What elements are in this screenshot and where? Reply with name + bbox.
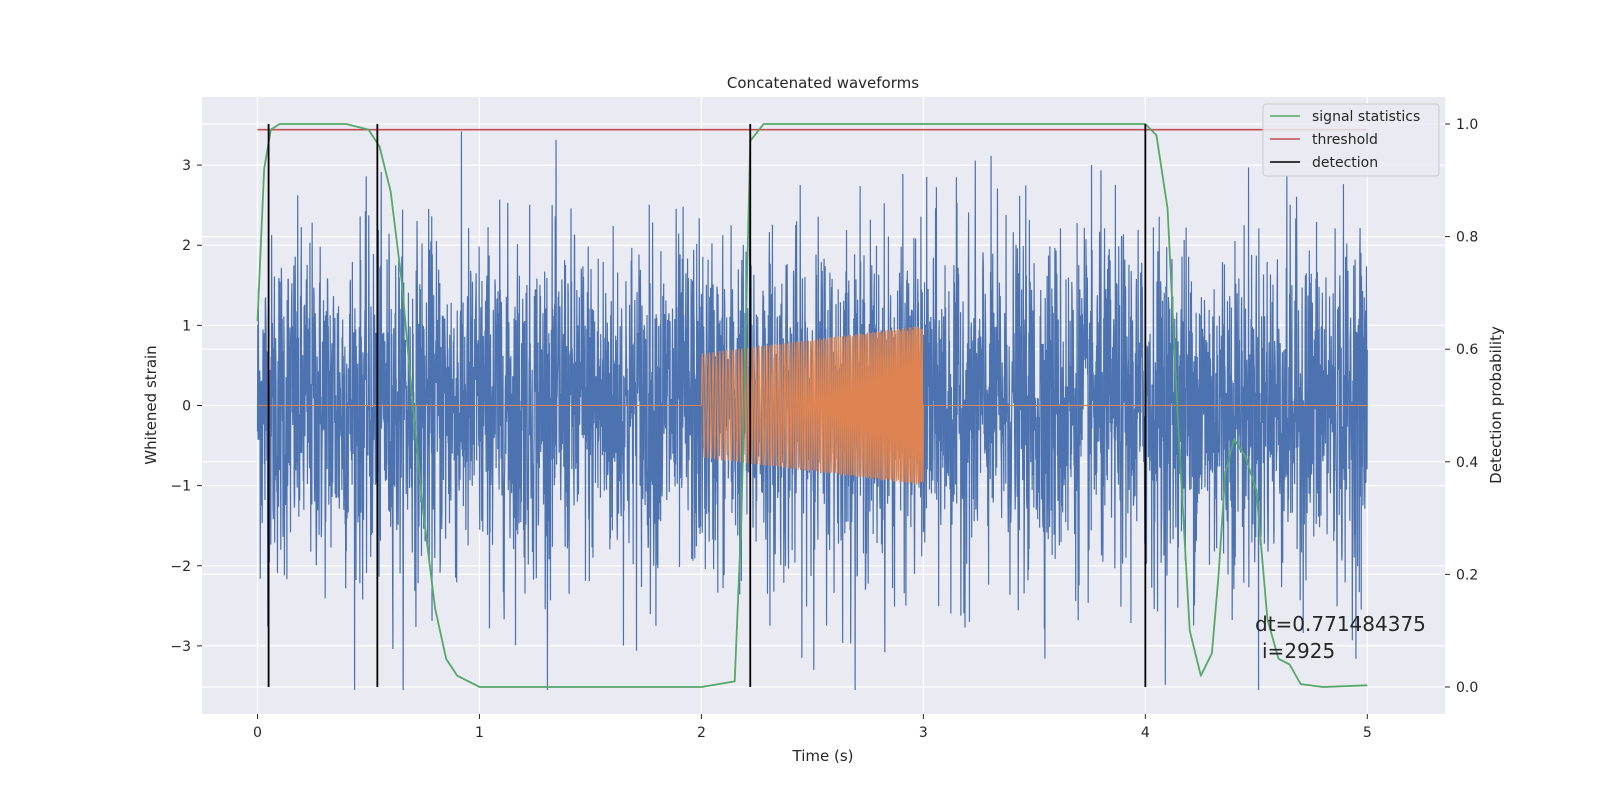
- x-tick-label: 4: [1141, 725, 1150, 741]
- y-tick-label: −3: [170, 639, 191, 655]
- y2-axis-label: Detection probability: [1487, 326, 1505, 484]
- series-signal-statistics: [256, 123, 1368, 688]
- series-chirp-line: [257, 326, 1368, 485]
- signal-statistics-line: [256, 123, 1368, 688]
- legend-label-detection: detection: [1312, 155, 1378, 171]
- y-axis-label: Whitened strain: [142, 345, 160, 464]
- y2-tick-label: 0.6: [1456, 342, 1478, 358]
- y2-tick-label: 0.8: [1456, 230, 1478, 246]
- legend-box: [1262, 103, 1440, 177]
- y2-tick-label: 0.2: [1456, 567, 1478, 583]
- y-tick-label: −1: [170, 479, 191, 495]
- legend-label-signal-statistics: signal statistics: [1312, 109, 1420, 125]
- x-tick-label: 1: [475, 725, 484, 741]
- annotation-dt: dt=0.771484375: [1255, 612, 1426, 636]
- legend-label-threshold: threshold: [1312, 132, 1378, 148]
- y-tick-label: 2: [182, 238, 191, 254]
- series-detection: [267, 124, 1147, 687]
- y2-tick-label: 0.4: [1456, 455, 1478, 471]
- x-tick-label: 3: [919, 725, 928, 741]
- y-tick-label: −2: [170, 559, 191, 575]
- y-tick-label: 0: [182, 399, 191, 415]
- series-noise: [256, 131, 1368, 690]
- x-tick-label: 0: [253, 725, 262, 741]
- x-axis-label: Time (s): [792, 747, 854, 765]
- legend: signal statistics threshold detection: [1262, 103, 1440, 177]
- y2-tick-label: 1.0: [1456, 117, 1478, 133]
- y-tick-label: 1: [182, 318, 191, 334]
- y2-tick-label: 0.0: [1456, 680, 1478, 696]
- ticks: 0 1 2 3 4 5 3 2 1 0 −1 −2 −3 1.0 0.8 0.6 0.4 0.2 0.0: [170, 117, 1478, 741]
- chart-title: Concatenated waveforms: [727, 74, 919, 92]
- series-chirp: [257, 326, 1368, 485]
- annotation-i: i=2925: [1262, 639, 1335, 663]
- series-noise-line: [256, 131, 1368, 690]
- x-tick-label: 2: [697, 725, 706, 741]
- y-tick-label: 3: [182, 158, 191, 174]
- x-tick-label: 5: [1363, 725, 1372, 741]
